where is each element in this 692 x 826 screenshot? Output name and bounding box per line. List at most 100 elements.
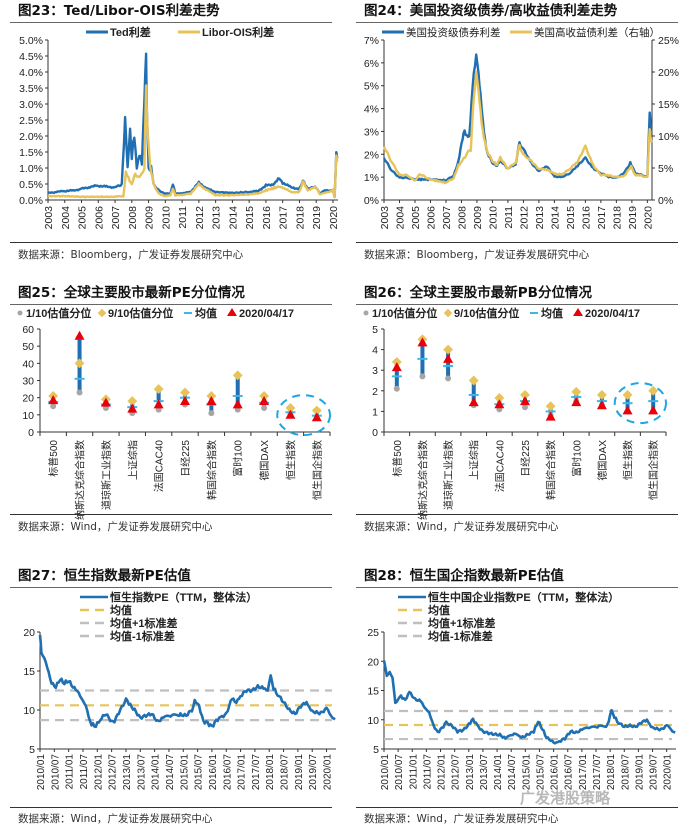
x-tick-label: 2015/01: [521, 754, 532, 791]
category-label: 纳斯达克综合指数: [416, 440, 429, 520]
category-label: 德国DAX: [258, 440, 271, 481]
y-tick-label: 0.0%: [19, 195, 43, 207]
legend-label: 2020/04/17: [239, 308, 294, 320]
x-tick-label: 2011/07: [79, 754, 90, 790]
y-tick-label: 2.0%: [19, 131, 43, 143]
x-tick-label: 2019: [627, 206, 639, 230]
y-tick-label: 2: [372, 386, 378, 398]
x-tick-label: 2014/01: [493, 754, 504, 791]
watermark: 广发港股策略: [520, 789, 611, 807]
x-tick-label: 2013/07: [479, 754, 490, 791]
y-tick-label: 4%: [364, 104, 379, 116]
category-label: 恒生指数: [622, 440, 635, 480]
x-tick-label: 2005: [77, 206, 89, 230]
p90-marker: [180, 387, 190, 398]
x-tick-label: 2016/01: [550, 754, 561, 791]
x-tick-label: 2020/01: [663, 754, 674, 791]
legend-marker-p90: [443, 308, 453, 318]
x-tick-label: 2010/07: [394, 754, 405, 791]
chart-fig27: 恒生指数PE（TTM，整体法）均值均值+1标准差均值-1标准差510152020…: [23, 590, 336, 791]
y-tick-label: 5: [373, 744, 379, 756]
highlight-circle: [613, 382, 668, 425]
latest-marker: [596, 400, 607, 410]
x-tick-label: 2012: [518, 206, 530, 230]
category-label: 德国DAX: [596, 440, 609, 481]
legend-label: 均值-1标准差: [428, 629, 493, 643]
legend-label: Libor-OIS利差: [202, 25, 274, 39]
p10-marker: [208, 410, 215, 417]
latest-marker: [127, 403, 138, 413]
highlight-circle: [276, 394, 331, 437]
chart-title: 图28：恒生国企指数最新PE估值: [364, 568, 564, 584]
legend-label: 均值+1标准差: [428, 616, 496, 630]
legend-label: 均值: [195, 306, 217, 320]
x-tick-label: 2020: [328, 206, 340, 230]
x-tick-label: 2015: [244, 206, 256, 230]
latest-marker: [285, 409, 296, 419]
panel-fig25: 图25：全球主要股市最新PE分位情况 1/10估值分位 9/10估值分位 均值 202…: [0, 282, 336, 552]
legend-label: 9/10估值分位: [454, 306, 519, 320]
x-tick-label: 2012: [194, 206, 206, 230]
chart-source: 数据来源：Wind，广发证券发展研究中心: [18, 521, 213, 533]
title-divider: [356, 22, 678, 23]
x-tick-label: 2011/07: [422, 754, 433, 790]
x-tick-label: 2008: [456, 206, 468, 230]
y-tick-label: 1.0%: [19, 163, 43, 175]
chart-fig24: 美国投资级债券利差 美国高收益债利差（右轴） 0% 1% 2% 3% 4% 5% 6% 7% 0% 5…: [364, 26, 679, 230]
panel-fig26: 图26：全球主要股市最新PB分位情况 1/10估值分位 9/10估值分位 均值 202…: [346, 282, 682, 552]
legend-marker-latest: [227, 308, 237, 316]
y-tick-label: 2%: [364, 149, 379, 161]
category-label: 纳斯达克综合指数: [74, 440, 87, 520]
x-tick-label: 2017: [596, 206, 608, 230]
y-tick-label: 20: [367, 656, 379, 668]
x-tick-label: 2018: [611, 206, 623, 230]
latest-marker: [520, 396, 530, 406]
y-tick-label: 30: [22, 376, 34, 388]
x-tick-label: 2017/01: [237, 754, 248, 791]
x-tick-label: 2016: [580, 206, 592, 230]
chart-source: 数据来源：Wind，广发证券发展研究中心: [364, 521, 559, 533]
latest-marker: [232, 399, 243, 409]
latest-marker: [648, 405, 659, 415]
x-tick-label: 2012/07: [108, 754, 119, 791]
category-label: 法国CAC40: [153, 440, 166, 493]
x-tick-label: 2015: [565, 206, 577, 230]
x-tick-label: 2011: [503, 206, 515, 229]
p90-marker: [259, 391, 270, 401]
x-tick-label: 2017/01: [578, 754, 589, 791]
x-tick-label: 2009: [472, 206, 484, 230]
category-label: 富时100: [232, 440, 245, 477]
y-tick-label: 15: [367, 686, 379, 698]
p10-marker: [50, 403, 57, 410]
latest-marker: [391, 362, 402, 372]
y-tick-label: 2.5%: [19, 115, 43, 127]
y-tick-label: 4.5%: [19, 51, 43, 63]
x-tick-label: 2011/01: [65, 754, 76, 790]
category-label: 韩国综合指数: [205, 440, 218, 500]
latest-marker: [100, 397, 111, 407]
series-line-美国高收益债利差（右轴）: [382, 70, 653, 185]
category-label: 法国CAC40: [493, 440, 506, 493]
legend-label: 恒生中国企业指数PE（TTM，整体法）: [428, 590, 619, 604]
p90-marker: [596, 389, 607, 400]
y-tick-label: 0%: [364, 195, 379, 207]
chart-source: 数据来源：Bloomberg，广发证券发展研究中心: [18, 249, 244, 261]
category-label: 恒生国企指数: [647, 440, 660, 500]
category-label: 标普500: [47, 440, 60, 477]
p90-marker: [232, 370, 243, 381]
y2-tick-label: 15%: [658, 99, 679, 111]
x-tick-label: 2018/01: [265, 754, 276, 791]
x-tick-label: 2013/01: [122, 754, 133, 791]
x-tick-label: 2010/01: [36, 754, 47, 791]
p90-marker: [74, 358, 85, 369]
latest-marker: [259, 395, 270, 405]
x-tick-label: 2011/01: [408, 754, 419, 790]
x-tick-label: 2012/01: [437, 754, 448, 791]
latest-marker: [494, 399, 505, 409]
series-line-Ted利差: [47, 52, 339, 199]
p90-marker: [622, 389, 633, 400]
legend-label: 1/10估值分位: [372, 306, 437, 320]
x-tick-label: 2012/07: [451, 754, 462, 791]
x-tick-label: 2020/01: [323, 754, 334, 791]
series-line-美国投资级债券利差: [382, 53, 653, 183]
